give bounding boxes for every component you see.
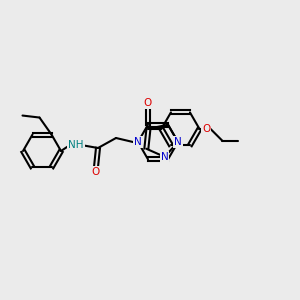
Text: NH: NH — [68, 140, 84, 150]
Text: N: N — [161, 152, 169, 162]
Text: N: N — [174, 137, 182, 147]
Text: O: O — [202, 124, 211, 134]
Text: O: O — [91, 167, 99, 177]
Text: N: N — [134, 137, 142, 147]
Text: O: O — [144, 98, 152, 108]
